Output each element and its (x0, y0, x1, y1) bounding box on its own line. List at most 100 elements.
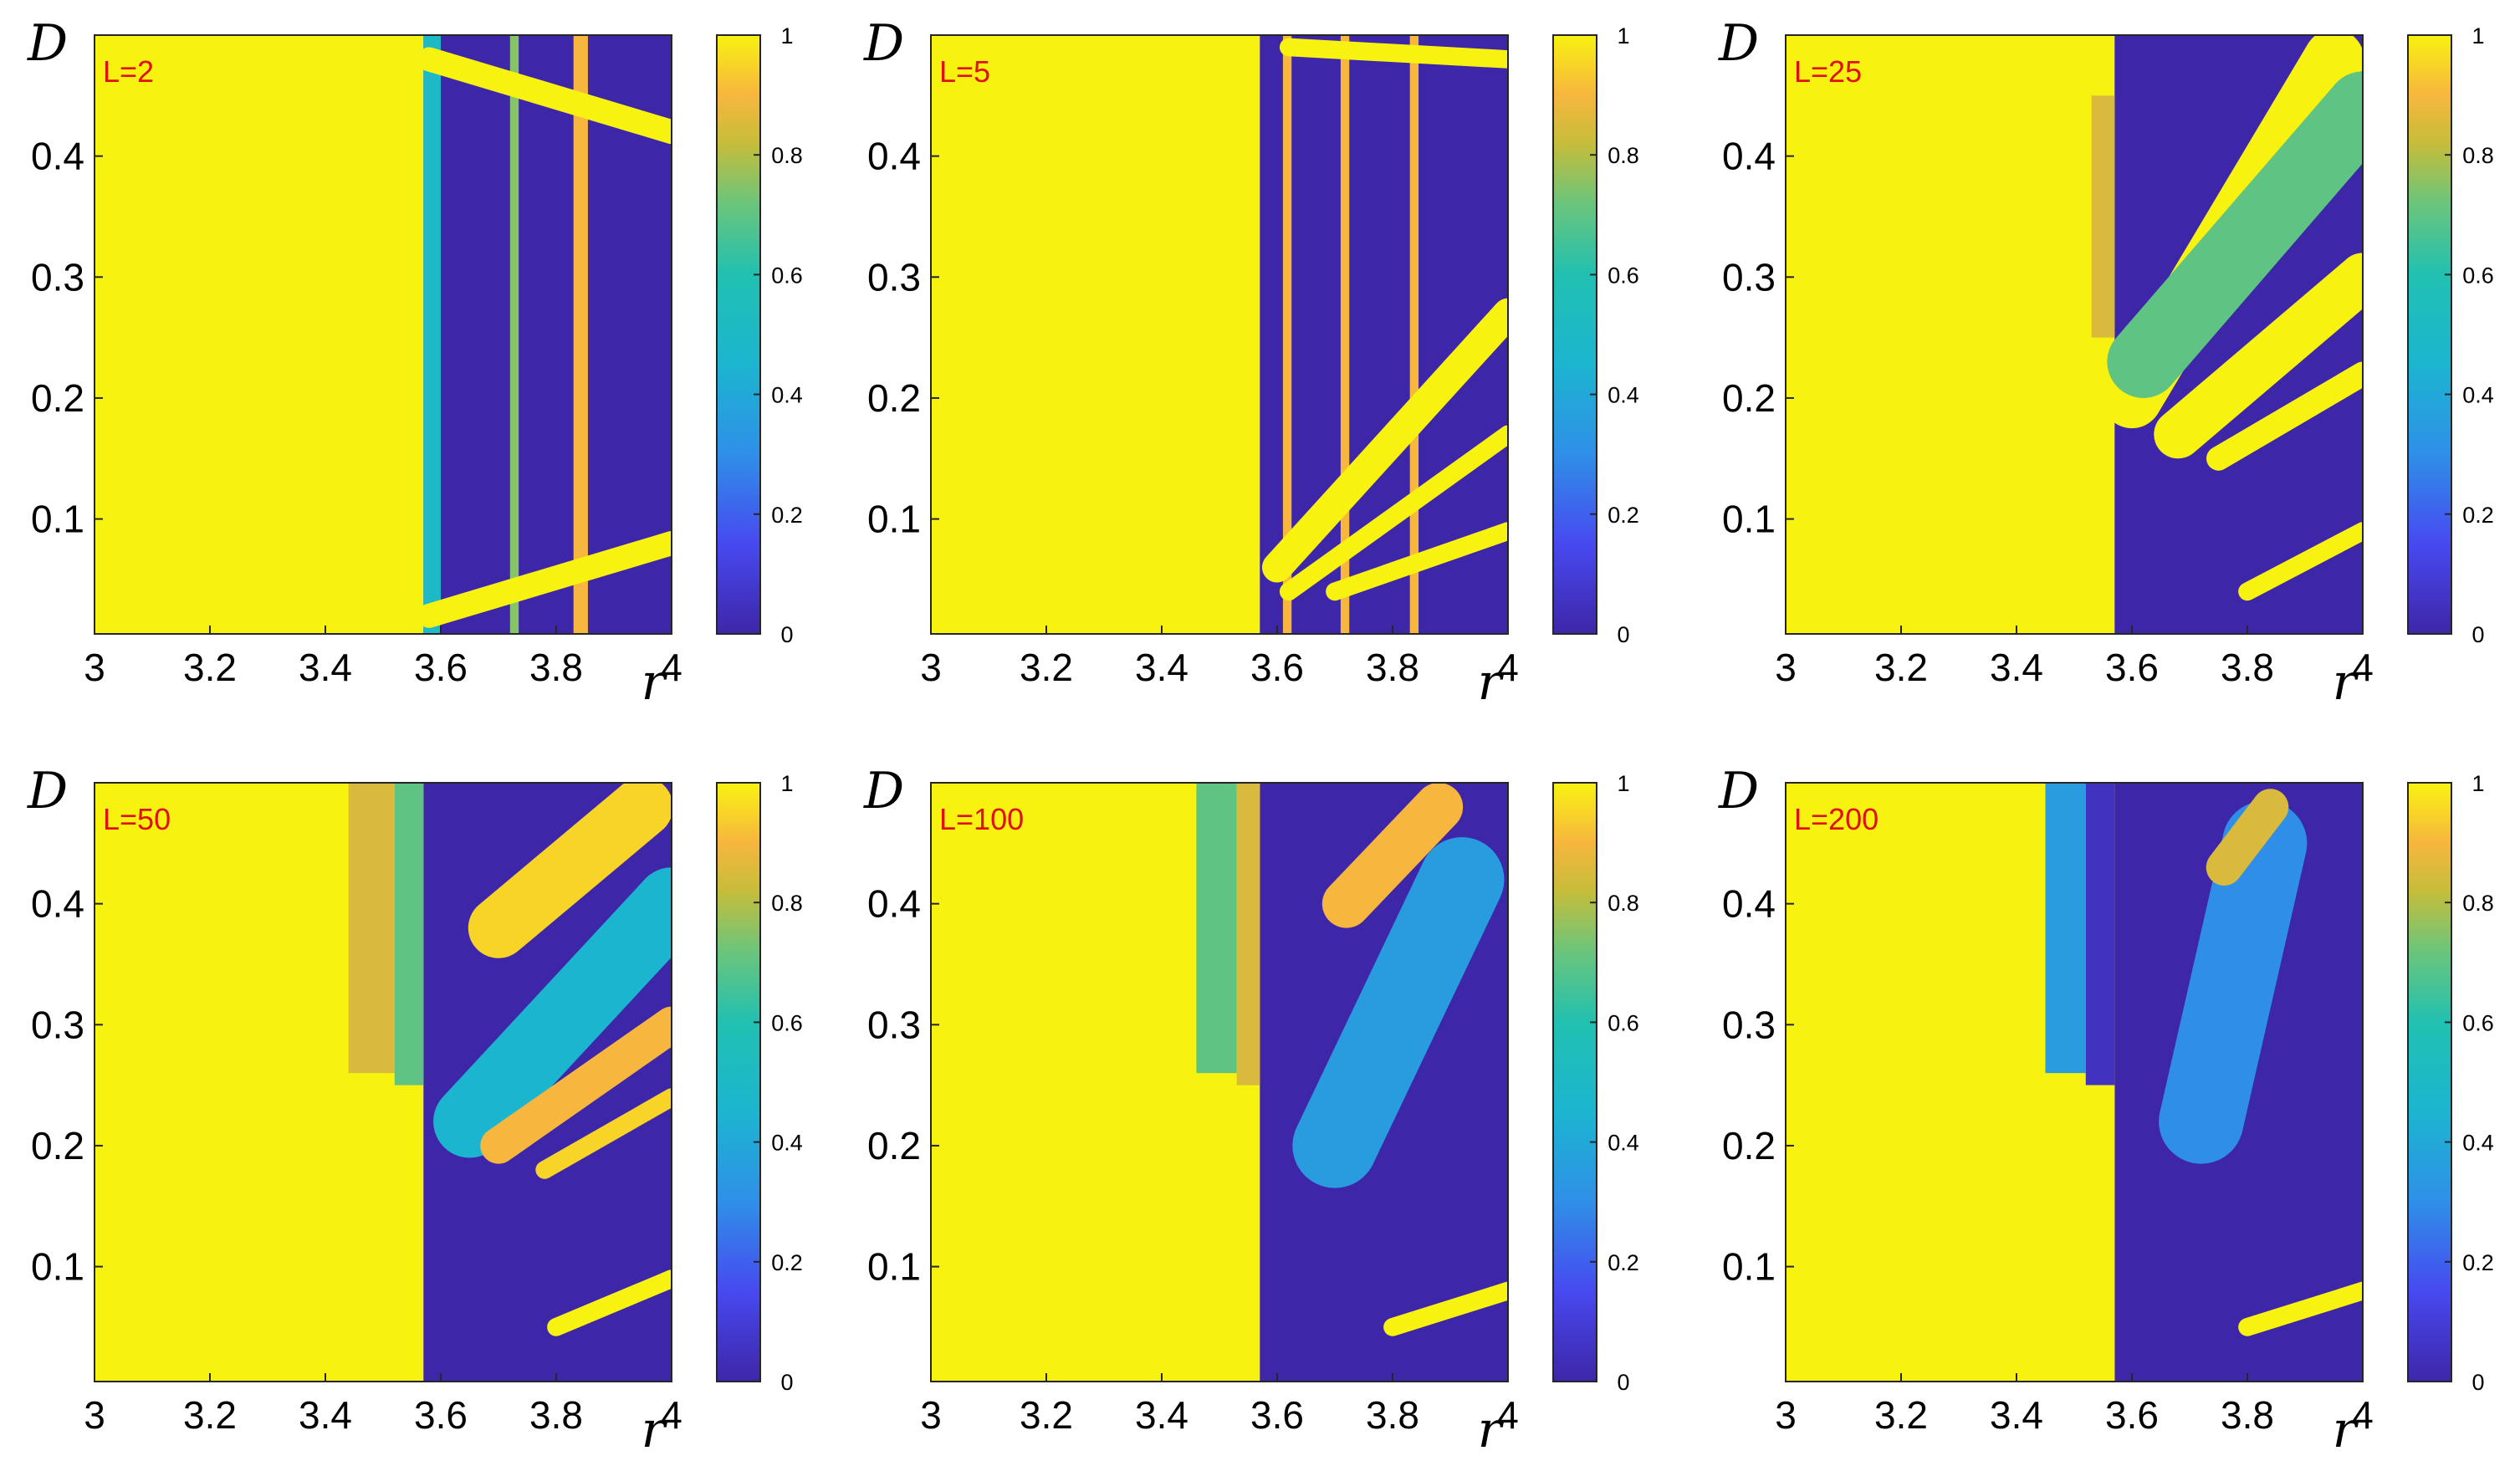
colorbar-tick-label: 0 (2471, 1370, 2484, 1395)
heatmap-region (1282, 35, 1292, 634)
heatmap-panel-4: 3 3.2 3.4 3.6 3.8 4r 0.1 0.2 0.3 0.4 D L=50 0 0.2 0.4 0… (27, 762, 803, 1459)
x-tick-label: 3.2 (1874, 1393, 1928, 1437)
x-tick-label: 3 (84, 646, 105, 689)
colorbar (716, 782, 761, 1382)
colorbar-tick-label: 0.4 (2462, 383, 2494, 408)
y-tick-label: 0.2 (31, 1124, 84, 1167)
colorbar-tick-label: 0.8 (2462, 143, 2494, 168)
colorbar-tick-label: 0.2 (1608, 503, 1639, 528)
heatmap-region (1236, 783, 1260, 1085)
heatmap-band (2206, 361, 2363, 471)
y-axis-label: D (1718, 762, 1759, 820)
colorbar-tick-label: 0.6 (1608, 263, 1639, 288)
x-tick-label: 3.6 (414, 1393, 468, 1437)
colorbar-tick-label: 0.8 (2462, 891, 2494, 916)
colorbar-tick-label: 0 (1617, 1370, 1629, 1395)
heatmap-panel-5: 3 3.2 3.4 3.6 3.8 4r 0.1 0.2 0.3 0.4 D L=100 0 0.2 0.4… (863, 762, 1639, 1459)
y-axis-label: D (863, 14, 904, 73)
x-tick-label: 3 (1775, 646, 1797, 689)
heatmap-band (417, 531, 672, 628)
y-tick-label: 0.2 (1722, 1124, 1776, 1167)
colorbar-tick-label: 0.6 (2462, 1010, 2494, 1035)
heatmap-region (394, 783, 424, 1085)
y-axis-label: D (27, 14, 68, 73)
y-tick-label: 0.3 (867, 255, 921, 299)
x-tick-label: 3.6 (2105, 1393, 2159, 1437)
colorbar-tick-label: 0.6 (771, 263, 803, 288)
x-tick-label: 4 (1497, 1393, 1519, 1437)
colorbar-tick-label: 0 (2471, 622, 2484, 647)
heatmap-region (1786, 35, 2115, 634)
plot-area (931, 783, 1508, 1382)
y-tick-label: 0.3 (1722, 1003, 1776, 1046)
y-axis-label: D (1718, 14, 1759, 73)
x-tick-label: 3 (920, 646, 942, 689)
colorbar-tick-label: 0.4 (771, 383, 803, 408)
x-tick-label: 3.2 (183, 646, 237, 689)
heatmap-band (1321, 783, 1464, 928)
heatmap-region (2074, 1085, 2115, 1382)
heatmap-band (1279, 38, 1508, 69)
colorbar-tick-label: 0.2 (2462, 1250, 2494, 1275)
heatmap-region (1196, 783, 1237, 1074)
plot-area (1786, 783, 2363, 1382)
colorbar-tick-label: 1 (1617, 771, 1629, 796)
heatmap-region (2091, 95, 2115, 338)
x-tick-label: 3.2 (183, 1393, 237, 1437)
colorbar-tick-label: 0 (780, 1370, 793, 1395)
heatmap-band (2107, 71, 2363, 398)
x-tick-label: 4 (2352, 646, 2374, 689)
y-tick-label: 0.1 (31, 498, 84, 541)
colorbar-tick-label: 1 (2471, 771, 2484, 796)
y-tick-label: 0.2 (867, 376, 921, 420)
colorbar (1552, 782, 1597, 1382)
heatmap-region (95, 35, 424, 634)
y-tick-label: 0.4 (1722, 135, 1776, 178)
colorbar-tick-label: 0.4 (771, 1131, 803, 1156)
plot-area (95, 35, 672, 634)
heatmap-band (433, 867, 672, 1158)
plot-frame (1785, 782, 2364, 1382)
heatmap-band (547, 1269, 672, 1336)
y-tick-label: 0.2 (31, 376, 84, 420)
x-tick-label: 3 (1775, 1393, 1797, 1437)
plot-frame (94, 34, 672, 635)
colorbar (2407, 782, 2452, 1382)
colorbar-tick-label: 1 (1617, 23, 1629, 49)
colorbar-tick-label: 0.6 (1608, 1010, 1639, 1035)
x-tick-label: 3.8 (2221, 1393, 2274, 1437)
heatmap-region (931, 35, 1260, 634)
x-tick-label: 3.4 (1135, 646, 1188, 689)
colorbar (1552, 34, 1597, 635)
colorbar-tick-label: 0.6 (2462, 263, 2494, 288)
x-tick-label: 3.2 (1874, 646, 1928, 689)
colorbar (2407, 34, 2452, 635)
x-tick-label: 3.8 (529, 646, 583, 689)
heatmap-band (2154, 253, 2363, 459)
x-tick-label: 3.6 (1250, 646, 1304, 689)
y-tick-label: 0.3 (31, 255, 84, 299)
heatmap-region (423, 35, 441, 634)
colorbar-tick-label: 0.2 (771, 503, 803, 528)
panel-label: L=100 (939, 802, 1024, 836)
y-tick-label: 0.1 (867, 1245, 921, 1289)
colorbar-tick-label: 0.2 (771, 1250, 803, 1275)
colorbar-tick-label: 0.6 (771, 1010, 803, 1035)
colorbar-tick-label: 0.4 (1608, 383, 1639, 408)
heatmap-region (573, 35, 588, 634)
y-tick-label: 0.1 (867, 498, 921, 541)
plot-area (931, 35, 1508, 634)
heatmap-region (509, 35, 519, 634)
y-tick-label: 0.2 (867, 1124, 921, 1167)
x-tick-label: 3.2 (1020, 646, 1073, 689)
y-tick-label: 0.4 (867, 882, 921, 926)
x-tick-label: 3.8 (529, 1393, 583, 1437)
heatmap-band (417, 47, 672, 145)
x-tick-label: 3.6 (2105, 646, 2159, 689)
colorbar-tick-label: 1 (780, 771, 793, 796)
heatmap-band (468, 783, 672, 958)
heatmap-band (1261, 298, 1508, 583)
panel-label: L=5 (939, 54, 990, 89)
heatmap-band (535, 1088, 672, 1179)
x-axis-label: r (2333, 1401, 2359, 1459)
